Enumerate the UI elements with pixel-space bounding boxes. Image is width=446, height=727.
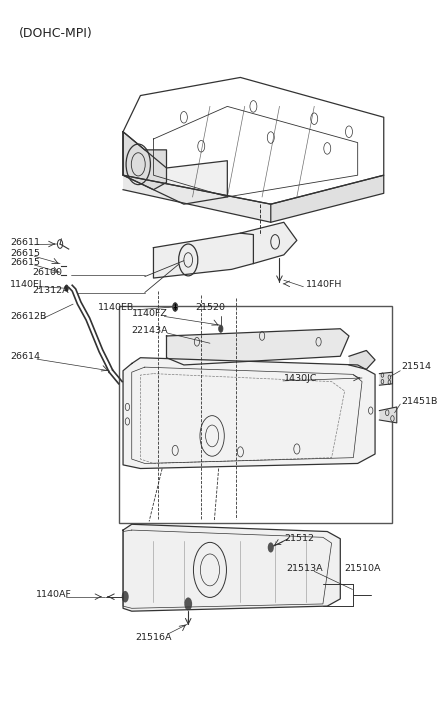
Text: 26615: 26615 <box>10 249 40 258</box>
Polygon shape <box>123 175 271 222</box>
Text: 21520: 21520 <box>195 303 225 312</box>
Text: 26615: 26615 <box>10 258 40 267</box>
Circle shape <box>219 325 223 332</box>
Bar <box>119 305 392 523</box>
Polygon shape <box>240 222 297 264</box>
Text: 21312A: 21312A <box>32 286 68 294</box>
Circle shape <box>173 302 178 311</box>
Polygon shape <box>123 132 166 190</box>
Text: 26612B: 26612B <box>10 312 46 321</box>
Polygon shape <box>380 372 392 385</box>
Text: 21514: 21514 <box>401 362 431 371</box>
Circle shape <box>122 591 129 603</box>
Polygon shape <box>123 358 375 468</box>
Text: 21510A: 21510A <box>345 564 381 574</box>
Text: 26611: 26611 <box>10 238 40 246</box>
Text: 1140FZ: 1140FZ <box>132 310 168 318</box>
Text: 26614: 26614 <box>10 352 40 361</box>
Text: 21513A: 21513A <box>286 564 322 574</box>
Text: 21512: 21512 <box>284 534 314 543</box>
Text: 1140EB: 1140EB <box>99 303 135 312</box>
Polygon shape <box>380 407 397 423</box>
Polygon shape <box>271 175 384 222</box>
Polygon shape <box>153 233 253 278</box>
Circle shape <box>184 598 192 611</box>
Polygon shape <box>123 524 340 611</box>
Text: 1430JC: 1430JC <box>284 374 317 383</box>
Polygon shape <box>166 329 349 365</box>
Text: 1140EJ: 1140EJ <box>10 280 43 289</box>
Circle shape <box>64 284 69 292</box>
Text: 1140AF: 1140AF <box>36 590 72 599</box>
Text: 22143A: 22143A <box>132 326 168 335</box>
Polygon shape <box>349 350 375 369</box>
Text: 1140FH: 1140FH <box>306 280 342 289</box>
Text: (DOHC-MPI): (DOHC-MPI) <box>19 27 92 40</box>
Text: 21451B: 21451B <box>401 397 438 406</box>
Polygon shape <box>123 132 227 204</box>
Circle shape <box>268 542 274 553</box>
Text: 21516A: 21516A <box>135 633 172 642</box>
Text: 26100: 26100 <box>32 268 62 277</box>
